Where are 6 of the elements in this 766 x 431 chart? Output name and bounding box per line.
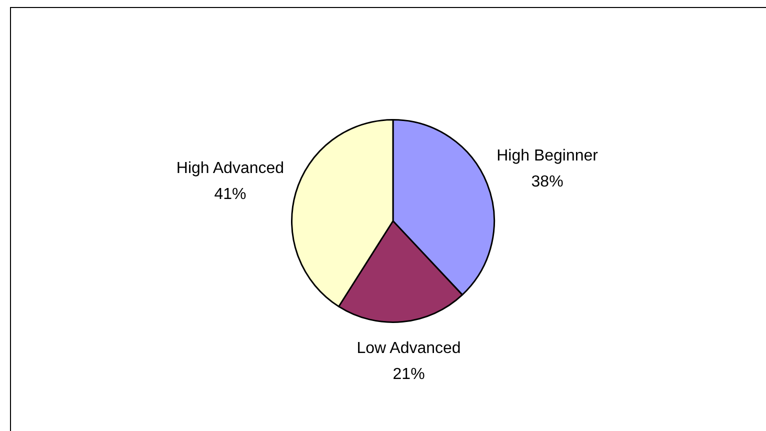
data-label: 41%: [214, 186, 246, 203]
data-label: 38%: [531, 173, 564, 190]
slice-label: High Beginner: [496, 147, 599, 164]
slice-label: Low Advanced: [356, 340, 461, 358]
data-label: 21%: [392, 366, 425, 384]
slice-label: High Advanced: [176, 160, 284, 177]
